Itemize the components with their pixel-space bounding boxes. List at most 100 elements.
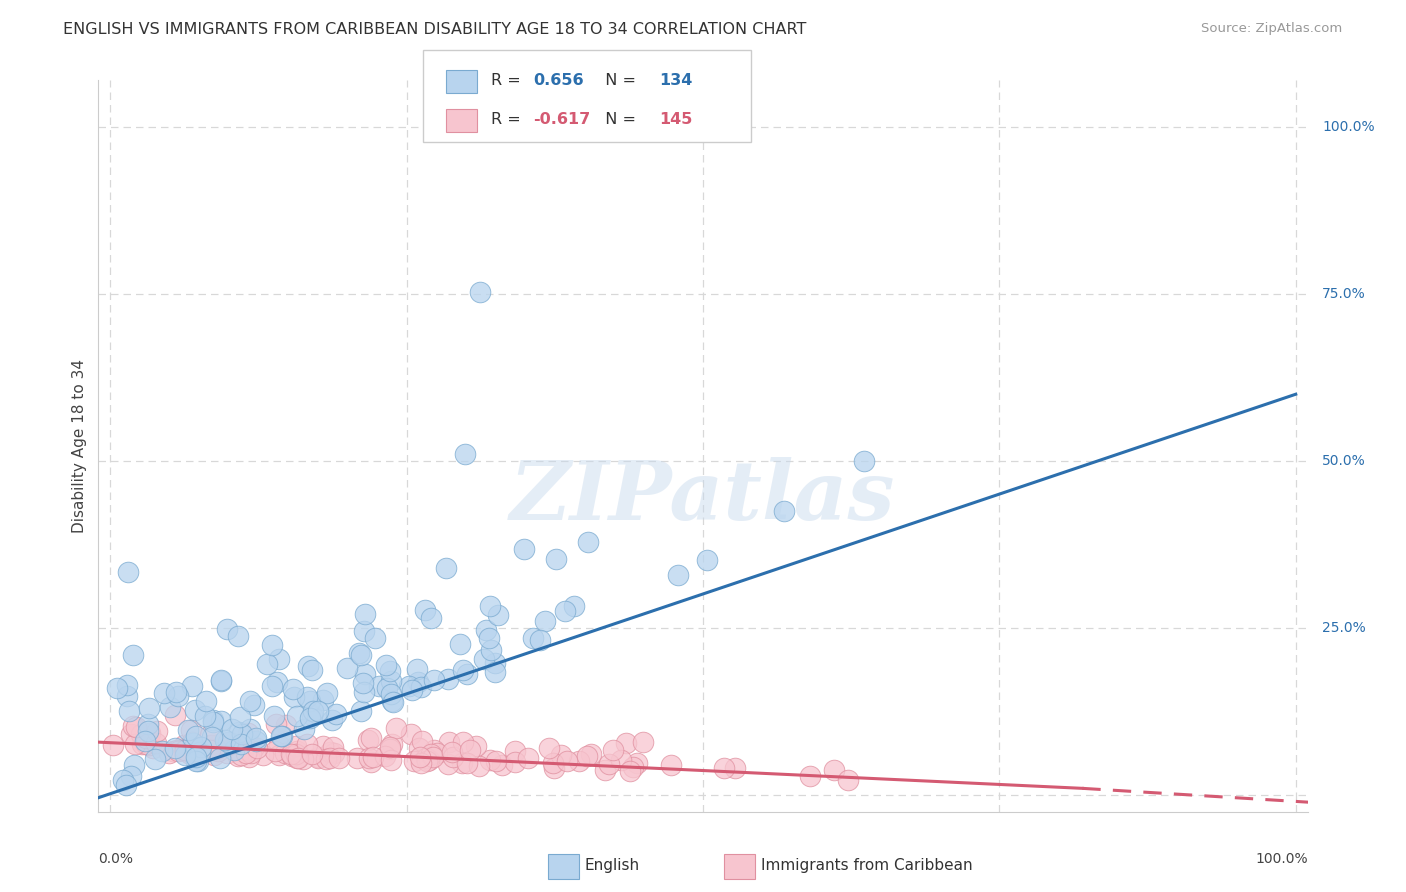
Point [117,704,139,718]
Point [440,745,463,759]
Point [441,749,464,764]
Point [773,504,796,518]
Point [316,686,339,700]
Point [184,729,207,743]
Point [619,764,641,778]
Text: Immigrants from Caribbean: Immigrants from Caribbean [761,858,973,872]
Point [145,724,167,739]
Point [381,694,404,708]
Point [453,735,475,749]
Point [557,754,579,768]
Point [451,756,474,770]
Point [575,748,598,763]
Point [479,599,502,614]
Point [378,741,401,756]
Point [614,736,637,750]
Point [562,599,585,613]
Point [598,756,620,771]
Point [264,744,287,758]
Point [180,735,202,749]
Point [724,761,747,775]
Point [228,725,250,739]
Point [297,690,319,705]
Point [472,651,495,665]
Point [415,751,437,765]
Point [274,746,297,760]
Point [166,742,188,756]
Point [399,726,422,740]
Point [321,713,343,727]
Point [554,604,576,618]
Point [301,747,323,762]
Point [503,755,526,769]
Point [347,646,370,660]
Point [298,694,321,708]
Point [269,652,291,666]
Point [576,535,599,549]
Point [325,706,347,721]
Point [135,731,157,746]
Point [423,743,446,757]
Point [307,750,329,764]
Point [103,738,125,752]
Point [543,761,565,775]
Point [283,690,305,705]
Point [486,608,509,623]
Point [541,756,564,771]
Point [131,737,153,751]
Text: ZIPatlas: ZIPatlas [510,458,896,537]
Point [231,727,253,741]
Point [173,738,195,752]
Point [214,733,236,747]
Point [157,746,180,760]
Point [479,753,502,767]
Point [408,741,430,756]
Point [240,746,263,760]
Point [136,723,159,738]
Point [217,739,239,753]
Point [183,744,205,758]
Point [368,679,391,693]
Point [124,738,146,752]
Point [416,754,439,768]
Point [215,746,238,760]
Point [292,751,315,765]
Point [136,717,159,731]
Point [245,733,267,747]
Text: -0.617: -0.617 [533,112,591,128]
Point [266,716,288,731]
Point [177,723,200,737]
Point [188,747,211,762]
Point [353,624,375,639]
Point [201,714,224,729]
Point [243,698,266,713]
Point [375,681,398,695]
Point [207,737,229,751]
Point [364,632,387,646]
Point [350,704,373,718]
Point [200,728,222,742]
Point [380,687,402,701]
Point [165,684,187,698]
Point [188,745,211,759]
Point [529,632,551,647]
Point [228,710,250,724]
Point [267,747,290,762]
Point [357,750,380,764]
Point [187,754,209,768]
Point [593,764,616,778]
Point [229,737,252,751]
Point [152,686,174,700]
Point [267,738,290,752]
Point [226,629,249,643]
Point [252,747,274,762]
Point [298,711,321,725]
Point [312,693,335,707]
Point [281,749,304,764]
Point [111,773,134,788]
Point [159,700,181,714]
Point [401,683,423,698]
Point [406,662,429,676]
Point [183,739,205,754]
Text: 25.0%: 25.0% [1322,621,1365,635]
